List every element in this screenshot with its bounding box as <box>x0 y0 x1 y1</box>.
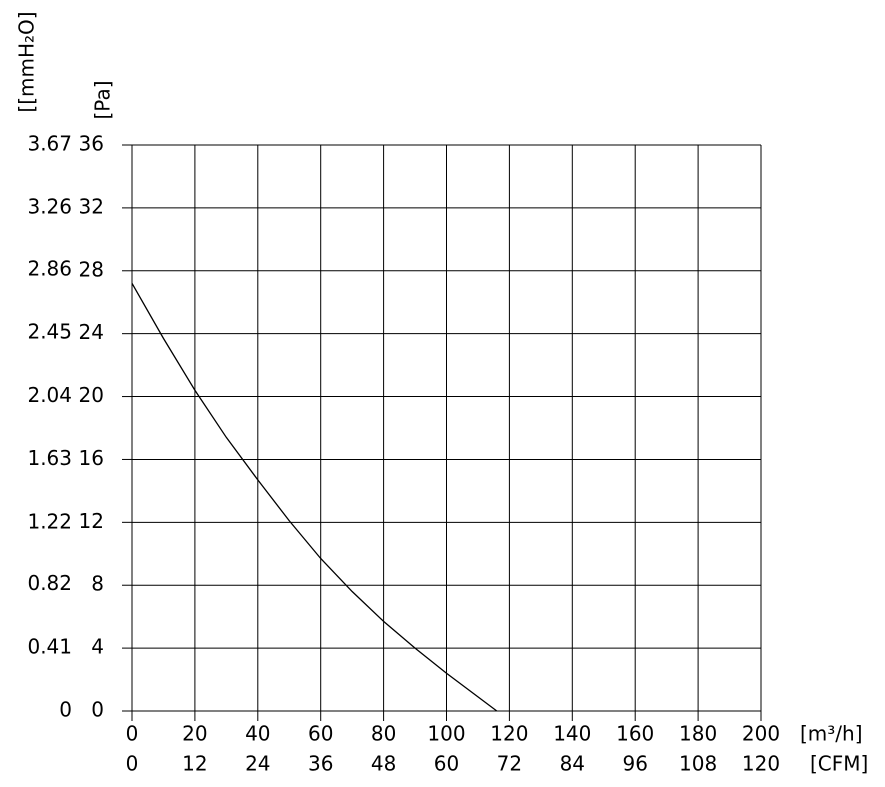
y-tick-label: 0 <box>91 698 104 722</box>
x2-tick-label: 12 <box>182 752 207 776</box>
y-tick-label: 8 <box>91 572 104 596</box>
y2-tick-label: 0 <box>59 698 72 722</box>
y2-tick-label: 2.86 <box>27 256 72 280</box>
y2-tick-label: 1.22 <box>27 509 72 533</box>
x-tick-label: 100 <box>427 722 465 746</box>
x2-tick-label: 72 <box>497 752 522 776</box>
x-tick-label: 40 <box>245 722 270 746</box>
x2-tick-label: 24 <box>245 752 270 776</box>
curve <box>131 283 498 712</box>
x-tick-label: 180 <box>679 722 717 746</box>
x-tick-label: 120 <box>490 722 528 746</box>
y2-tick-label: 2.04 <box>27 383 72 407</box>
y-tick-label: 32 <box>79 194 104 218</box>
x-tick-label: 200 <box>742 722 780 746</box>
y-tick-label: 20 <box>79 383 104 407</box>
x2-tick-label: 108 <box>679 752 717 776</box>
y2-tick-label: 0.41 <box>27 634 72 658</box>
x-tick-label: 60 <box>308 722 333 746</box>
x-tick-label: 140 <box>553 722 591 746</box>
y2-tick-label: 3.26 <box>27 195 72 219</box>
x-tick-label: 20 <box>182 722 207 746</box>
y-axis-label: [Pa] <box>91 80 115 119</box>
y-tick-label: 12 <box>79 509 104 533</box>
x-tick-label: 160 <box>616 722 654 746</box>
y2-tick-label: 1.63 <box>27 446 72 470</box>
y-tick-label: 4 <box>91 635 104 659</box>
x2-tick-label: 48 <box>371 752 396 776</box>
y2-axis-label: [[mmH₂O] <box>15 11 39 112</box>
y2-tick-label: 2.45 <box>27 320 72 344</box>
x-tick-label: 0 <box>126 722 139 746</box>
x-axis-label: [m³/h] <box>800 722 863 746</box>
y2-tick-label: 3.67 <box>27 132 72 156</box>
x2-tick-label: 84 <box>560 752 585 776</box>
y-tick-label: 28 <box>79 257 104 281</box>
x2-tick-label: 36 <box>308 752 333 776</box>
y-tick-label: 16 <box>79 446 104 470</box>
y2-tick-label: 0.82 <box>27 571 72 595</box>
y-tick-label: 24 <box>79 320 104 344</box>
x2-tick-label: 96 <box>622 752 647 776</box>
x2-tick-label: 0 <box>126 752 139 776</box>
x2-axis-label: [CFM] <box>810 752 868 776</box>
x-tick-label: 80 <box>371 722 396 746</box>
x2-tick-label: 60 <box>434 752 459 776</box>
x2-tick-label: 120 <box>742 752 780 776</box>
y-tick-label: 36 <box>79 132 104 156</box>
